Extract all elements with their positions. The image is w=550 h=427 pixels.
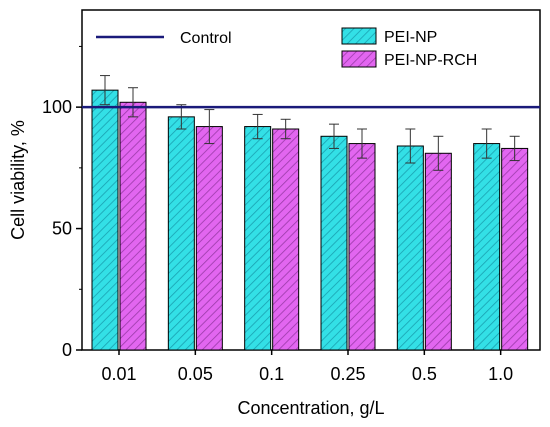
bar-pei-np-1.0 [473,143,501,351]
y-axis: 0 50 100 [42,45,82,360]
legend-label-control: Control [180,30,232,47]
error-bar-pei-np-0.5 [405,128,416,164]
error-bar-pei-np-rch-0.25 [357,128,367,159]
bar-pei-np-rch-0.5 [424,152,452,351]
error-bar-pei-np-0.25 [329,123,339,149]
error-bar-pei-np-rch-0.1 [280,118,291,140]
error-bar-pei-np-0.1 [252,113,263,140]
legend-item-pei-np: PEI-NP [341,27,437,46]
legend-item-control: Control [96,30,232,47]
x-tick-label-0.01: 0.01 [101,364,136,384]
error-bar-pei-np-0.05 [176,104,187,130]
legend-item-pei-np-rch: PEI-NP-RCH [341,50,477,69]
y-tick-label-0: 0 [62,340,72,360]
x-axis: 0.01 0.05 0.1 0.25 0.5 1.0 [101,350,513,384]
x-tick-label-0.1: 0.1 [259,364,284,384]
legend-label-pei-np: PEI-NP [384,29,437,46]
bar-pei-np-rch-0.25 [348,143,376,351]
legend-swatch-pei-np-rch [341,50,377,68]
error-bar-pei-np-rch-0.05 [204,109,215,145]
x-tick-label-1.0: 1.0 [488,364,513,384]
y-tick-label-50: 50 [52,219,72,239]
legend: Control PEI-NP PEI-NP-RCH [96,27,477,69]
bar-pei-np-0.05 [167,116,195,351]
bar-pei-np-0.1 [244,126,272,351]
bar-pei-np-rch-1.0 [501,147,529,351]
bar-pei-np-0.5 [396,145,424,351]
error-bar-pei-np-0.01 [100,75,110,106]
bar-pei-np-0.25 [320,135,348,351]
plot-area-frame [81,9,541,351]
x-axis-label: Concentration, g/L [237,398,384,418]
bar-pei-np-0.01 [91,89,119,351]
legend-label-pei-np-rch: PEI-NP-RCH [384,52,477,69]
legend-swatch-pei-np [341,27,377,45]
y-axis-label: Cell viability, % [8,120,28,240]
error-bar-pei-np-rch-0.01 [128,87,138,118]
bar-pei-np-rch-0.05 [195,126,223,351]
y-tick-label-100: 100 [42,97,72,117]
error-bar-pei-np-rch-0.5 [433,135,444,171]
bar-pei-np-rch-0.1 [272,128,300,351]
error-bars-group [100,75,520,171]
x-tick-label-0.25: 0.25 [330,364,365,384]
bar-pei-np-rch-0.01 [119,101,147,351]
x-tick-label-0.05: 0.05 [178,364,213,384]
bars-group [91,89,529,351]
error-bar-pei-np-1.0 [481,128,492,159]
error-bar-pei-np-rch-1.0 [509,135,520,162]
x-tick-label-0.5: 0.5 [412,364,437,384]
